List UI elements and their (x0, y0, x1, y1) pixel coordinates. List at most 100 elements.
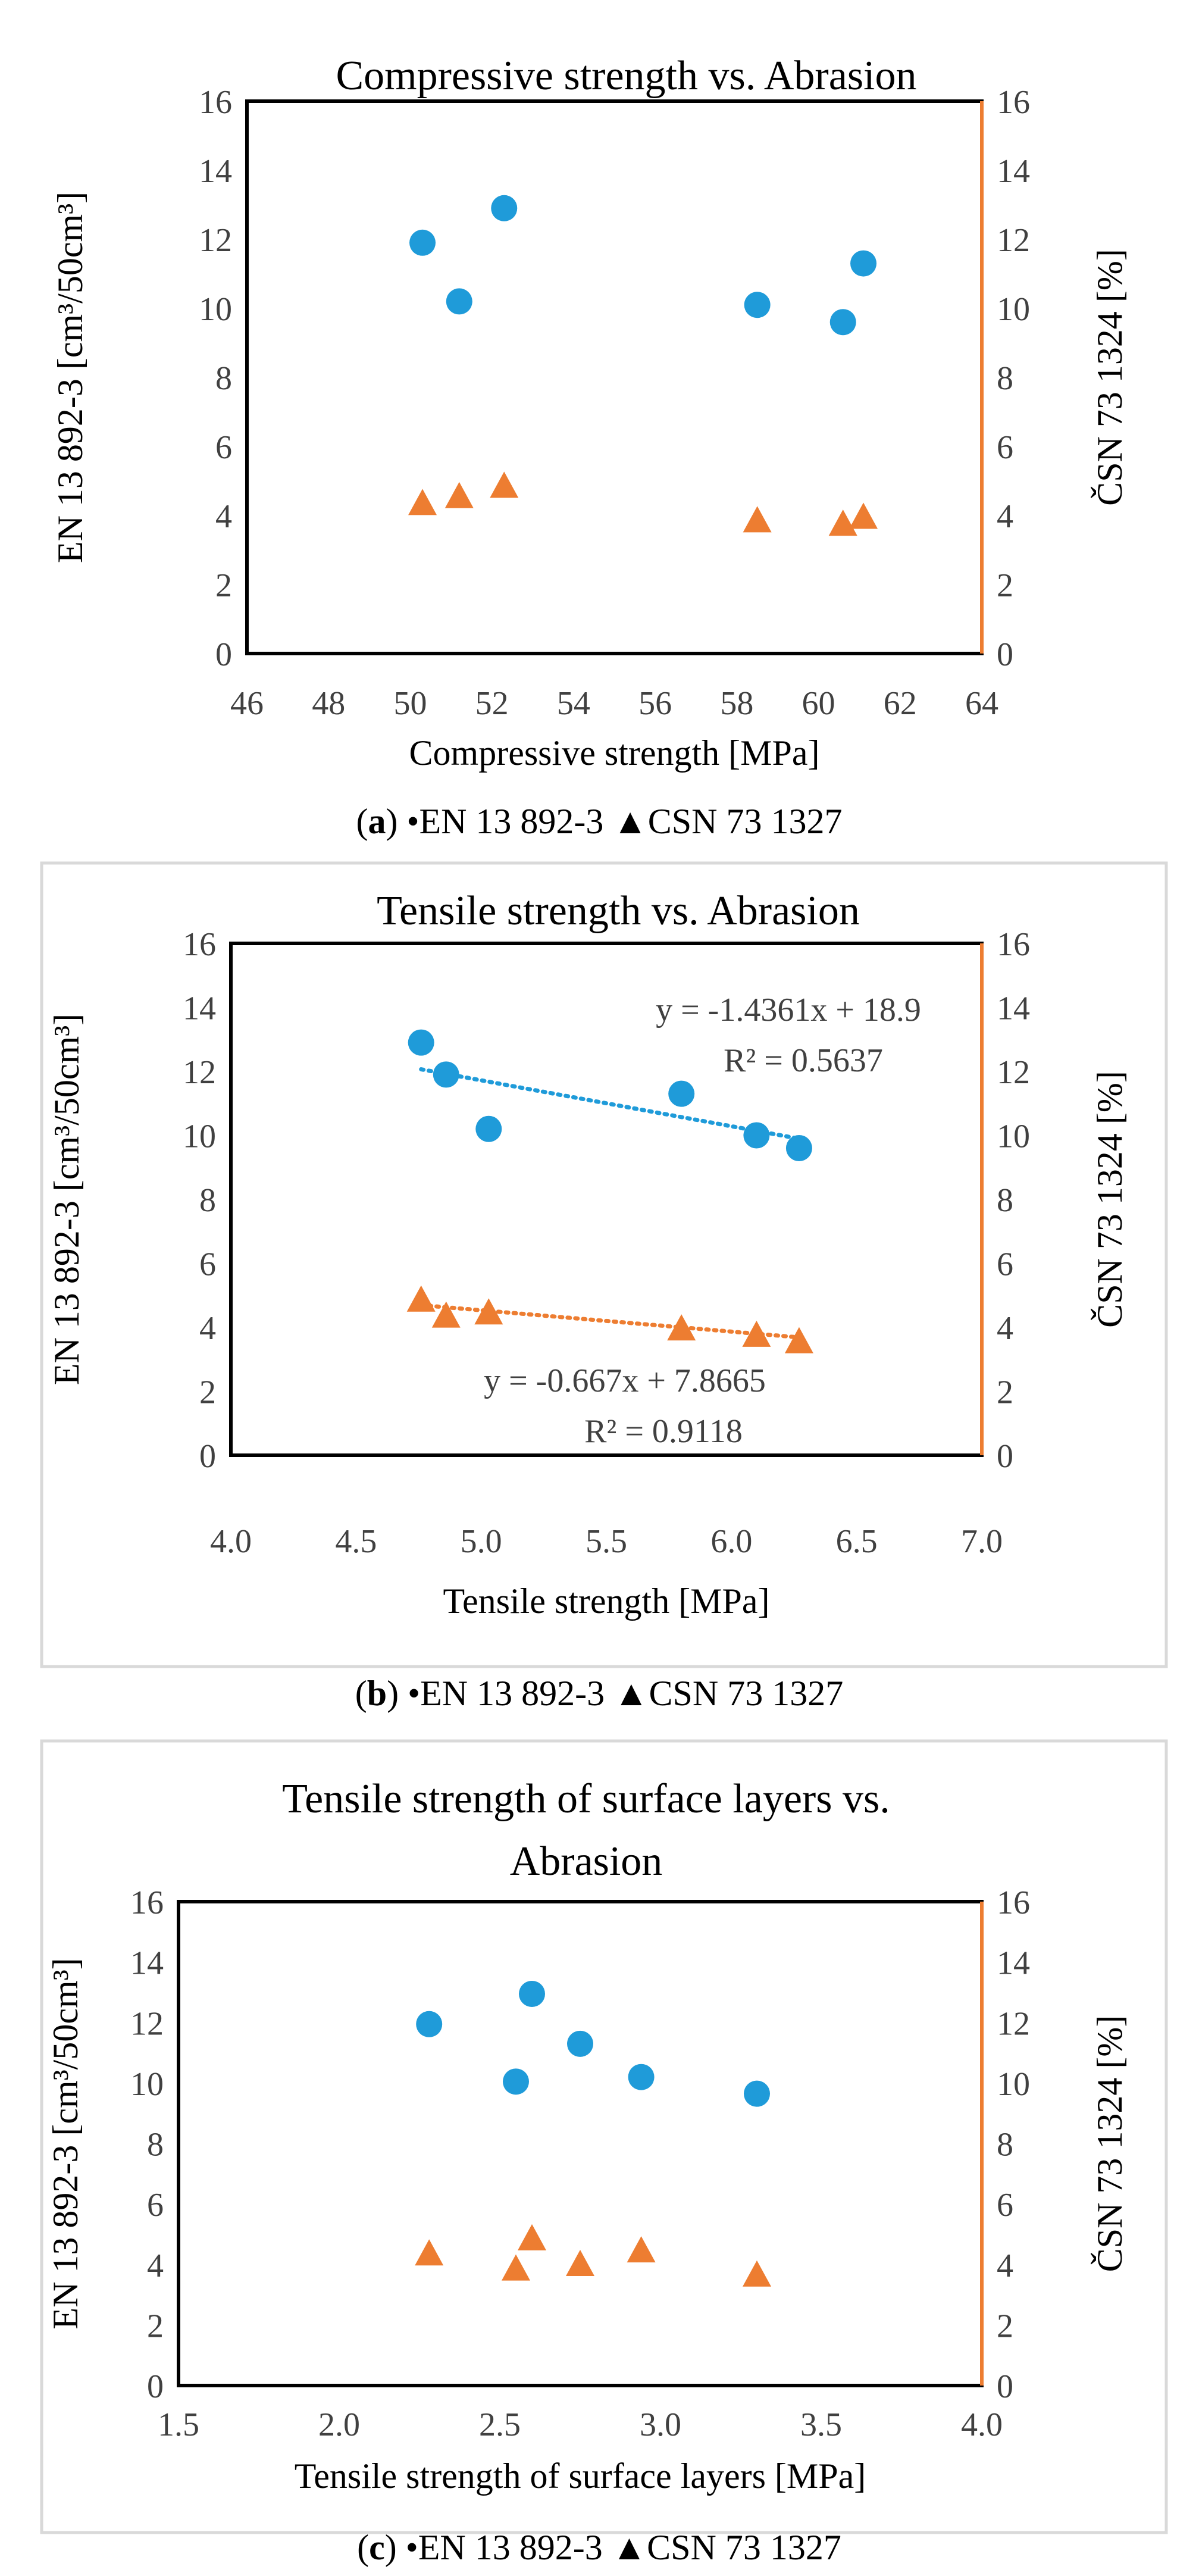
y2-tick-label: 4 (997, 1310, 1013, 1347)
data-point-en (503, 2068, 529, 2095)
data-point-en (785, 1135, 812, 1161)
x-tick-label: 6.5 (836, 1523, 878, 1560)
y-tick-label: 6 (147, 2187, 164, 2224)
y-tick-label: 14 (130, 1945, 164, 1982)
data-point-csn (784, 1327, 813, 1353)
y-tick-label: 0 (215, 636, 232, 673)
y-tick-label: 6 (199, 1246, 216, 1283)
caption-legend-text: •EN 13 892-3 ▲CSN 73 1327 (399, 1674, 843, 1713)
y2-tick-label: 12 (997, 222, 1030, 259)
x-tick-label: 4.0 (210, 1523, 252, 1560)
x-tick-label: 50 (393, 685, 427, 722)
trendline-equation: y = -1.4361x + 18.9 (656, 992, 921, 1028)
y-tick-label: 10 (183, 1118, 216, 1155)
chart-title-line: Abrasion (510, 1839, 663, 1884)
x-axis-title: Compressive strength [MPa] (409, 733, 820, 773)
x-tick-label: 3.0 (640, 2406, 681, 2443)
y-tick-label: 12 (183, 1054, 216, 1091)
data-point-en (567, 2030, 593, 2057)
y-tick-label: 6 (215, 429, 232, 466)
plot-area (177, 1900, 984, 2387)
data-point-en (668, 1080, 695, 1107)
data-point-csn (431, 1301, 461, 1328)
y-tick-label: 4 (215, 498, 232, 535)
y2-tick-label: 0 (997, 636, 1013, 673)
y2-tick-label: 8 (997, 2127, 1013, 2164)
y2-tick-label: 6 (997, 1246, 1013, 1283)
trendline (419, 1067, 802, 1141)
y-tick-label: 14 (183, 990, 216, 1027)
data-point-csn (742, 1320, 771, 1347)
x-tick-label: 2.0 (318, 2406, 360, 2443)
x-axis-title: Tensile strength [MPa] (443, 1581, 769, 1621)
y2-tick-label: 4 (997, 2247, 1013, 2284)
caption-panel-label: a (368, 802, 386, 841)
data-point-csn (490, 471, 519, 498)
y2-tick-label: 8 (997, 1182, 1013, 1219)
data-point-csn (743, 2260, 771, 2287)
y2-axis-title: ČSN 73 1324 [%] (1090, 2015, 1129, 2272)
y-tick-label: 16 (130, 1884, 164, 1921)
trendline-r2: R² = 0.9118 (584, 1413, 743, 1450)
x-tick-label: 5.0 (461, 1523, 502, 1560)
caption-panel-label: b (367, 1674, 387, 1713)
y2-tick-label: 2 (997, 567, 1013, 604)
y2-tick-label: 14 (997, 1945, 1030, 1982)
data-point-csn (627, 2236, 656, 2263)
chart-title: Tensile strength vs. Abrasion (377, 888, 860, 934)
y2-axis-title: ČSN 73 1324 [%] (1090, 1071, 1129, 1328)
data-point-en (744, 292, 771, 318)
trendline-equation: y = -0.667x + 7.8665 (484, 1362, 766, 1399)
y2-tick-label: 16 (997, 1884, 1030, 1921)
data-point-csn (474, 1298, 503, 1325)
y2-tick-label: 10 (997, 1118, 1030, 1155)
y2-tick-label: 16 (997, 84, 1030, 121)
y-axis-title: EN 13 892-3 [cm³/50cm³] (51, 192, 90, 563)
y2-tick-label: 14 (997, 153, 1030, 190)
data-point-csn (566, 2250, 594, 2277)
x-tick-label: 52 (475, 685, 509, 722)
caption-close-paren: ) (386, 802, 397, 841)
caption-close-paren: ) (387, 1674, 399, 1713)
data-point-en (850, 250, 877, 277)
caption-panel-label: c (369, 2528, 385, 2567)
x-tick-label: 5.5 (586, 1523, 627, 1560)
caption-open-paren: ( (356, 802, 368, 841)
x-tick-label: 56 (638, 685, 672, 722)
y2-tick-label: 0 (997, 2368, 1013, 2405)
y-tick-label: 8 (199, 1182, 216, 1219)
data-point-en (408, 1029, 434, 1056)
y2-tick-label: 8 (997, 360, 1013, 397)
y-tick-label: 4 (147, 2247, 164, 2284)
chart-panel-c: 0 0 2 2 4 4 6 6 8 8 10 10 12 12 14 14 16 16 1.5 2.0 2.5 3.0 3.… (40, 1739, 1168, 2567)
data-point-csn (743, 506, 772, 533)
y2-tick-label: 16 (997, 926, 1030, 963)
data-point-en (475, 1115, 502, 1142)
y2-axis-title: ČSN 73 1324 [%] (1090, 249, 1129, 506)
figure-caption: (b) •EN 13 892-3 ▲CSN 73 1327 (355, 1674, 843, 1713)
x-tick-label: 46 (230, 685, 264, 722)
y-tick-label: 2 (147, 2308, 164, 2344)
x-tick-label: 6.0 (710, 1523, 752, 1560)
y-axis-title: EN 13 892-3 [cm³/50cm³] (46, 1958, 85, 2329)
y-tick-label: 10 (199, 291, 232, 328)
y-tick-label: 12 (130, 2005, 164, 2042)
data-point-csn (849, 502, 878, 529)
data-point-en (491, 195, 518, 221)
plot-area (229, 942, 984, 1457)
y-tick-label: 0 (147, 2368, 164, 2405)
caption-close-paren: ) (385, 2528, 397, 2567)
x-tick-label: 4.0 (961, 2406, 1003, 2443)
x-tick-label: 7.0 (961, 1523, 1003, 1560)
data-point-en (829, 309, 856, 336)
x-tick-label: 2.5 (479, 2406, 521, 2443)
x-tick-label: 54 (557, 685, 590, 722)
y2-tick-label: 4 (997, 498, 1013, 535)
data-point-en (446, 288, 472, 315)
figure-caption: (c) •EN 13 892-3 ▲CSN 73 1327 (357, 2528, 841, 2567)
data-point-en (416, 2011, 443, 2037)
plot-area (245, 99, 984, 655)
y-tick-label: 10 (130, 2066, 164, 2103)
